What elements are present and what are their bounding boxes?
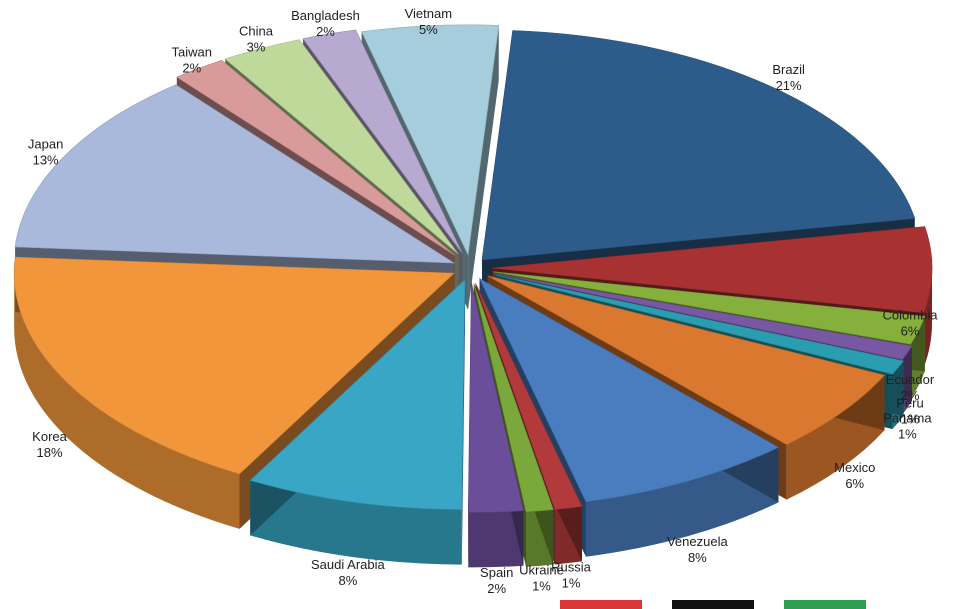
pie-slice-china: [224, 39, 459, 255]
pie-wall-spain: [468, 510, 524, 568]
slice-label-russia: Russia 1%: [551, 560, 592, 591]
slice-label-korea: Korea 18%: [32, 429, 67, 460]
slice-label-ecuador: Ecuador 2%: [886, 372, 935, 403]
slice-value: 1%: [898, 426, 917, 441]
slice-label-china: China 3%: [239, 24, 274, 55]
pie-slice-vietnam: [361, 24, 500, 256]
legend-swatch-2: [784, 600, 866, 609]
pie-wall-colombia: [923, 268, 932, 368]
slice-label-spain: Spain 2%: [480, 565, 513, 596]
pie-slice-japan: [14, 84, 456, 264]
pie-slice-venezuela: [478, 277, 780, 503]
slice-label-colombia: Colombia 6%: [883, 307, 939, 338]
pie-labels: Brazil 21%Colombia 6%Ecuador 2%Peru 1%Panama…: [28, 6, 938, 596]
pie-slice-mexico: [487, 275, 886, 445]
slice-name: Panama: [883, 410, 932, 425]
slice-name: Venezuela: [667, 534, 728, 549]
pie-slice-taiwan: [176, 59, 456, 256]
slice-name: China: [239, 24, 274, 39]
slice-value: 1%: [901, 411, 920, 426]
pie-wall-korea: [14, 273, 240, 529]
slice-label-japan: Japan 13%: [28, 136, 63, 167]
pie-slice-brazil: [481, 30, 916, 261]
legend-swatch-0: [560, 600, 642, 609]
slice-name: Colombia: [883, 307, 939, 322]
pie-slice-korea: [13, 256, 455, 475]
slice-label-panama: Panama 1%: [883, 410, 932, 441]
slice-name: Taiwan: [172, 45, 212, 60]
slice-value: 3%: [247, 40, 266, 55]
slice-name: Brazil: [772, 62, 805, 77]
slice-name: Bangladesh: [291, 8, 360, 23]
slice-name: Spain: [480, 565, 513, 580]
slice-value: 2%: [182, 61, 201, 76]
pie-slice-panama: [495, 274, 905, 375]
slice-value: 8%: [338, 573, 357, 588]
slice-label-ukraine: Ukraine 1%: [519, 563, 564, 594]
pie-slice-saudi-arabia: [249, 278, 466, 510]
slice-value: 6%: [845, 476, 864, 491]
pie-wall-saudi-arabia: [250, 480, 462, 565]
slice-value: 5%: [419, 22, 438, 37]
slice-value: 2%: [316, 24, 335, 39]
slice-name: Russia: [551, 560, 592, 575]
slice-name: Vietnam: [405, 6, 452, 21]
slice-name: Mexico: [834, 460, 875, 475]
slice-value: 6%: [901, 323, 920, 338]
pie-slice-colombia: [491, 226, 933, 314]
slice-value: 8%: [688, 550, 707, 565]
slice-value: 21%: [776, 78, 802, 93]
slice-name: Ecuador: [886, 372, 935, 387]
slice-label-mexico: Mexico 6%: [834, 460, 875, 491]
slice-value: 2%: [487, 581, 506, 596]
slice-name: Korea: [32, 429, 67, 444]
pie-slice-peru: [494, 273, 913, 360]
slice-value: 1%: [532, 579, 551, 594]
slice-label-bangladesh: Bangladesh 2%: [291, 8, 360, 39]
pie-slice-bangladesh: [302, 29, 463, 254]
slice-label-peru: Peru 1%: [896, 395, 923, 426]
pie-face-vietnam-1: [468, 25, 499, 310]
slice-value: 18%: [37, 445, 63, 460]
slice-label-vietnam: Vietnam 5%: [405, 6, 452, 37]
slice-name: Japan: [28, 136, 63, 151]
pie-slice-ecuador: [493, 271, 926, 345]
slice-label-taiwan: Taiwan 2%: [172, 45, 212, 76]
slice-value: 1%: [562, 576, 581, 591]
slice-name: Peru: [896, 395, 923, 410]
slice-label-saudi-arabia: Saudi Arabia 8%: [311, 557, 385, 588]
pie-slice-spain: [467, 282, 524, 513]
slice-value: 2%: [901, 388, 920, 403]
legend: [560, 600, 866, 609]
pie-slices: [13, 24, 933, 513]
slice-name: Saudi Arabia: [311, 557, 385, 572]
pie-slice-ukraine: [473, 283, 554, 513]
pie-slice-russia: [475, 283, 583, 510]
slice-label-venezuela: Venezuela 8%: [667, 534, 728, 565]
slice-name: Ukraine: [519, 563, 564, 578]
slice-label-brazil: Brazil 21%: [772, 62, 805, 93]
legend-swatch-1: [672, 600, 754, 609]
slice-value: 13%: [33, 152, 59, 167]
